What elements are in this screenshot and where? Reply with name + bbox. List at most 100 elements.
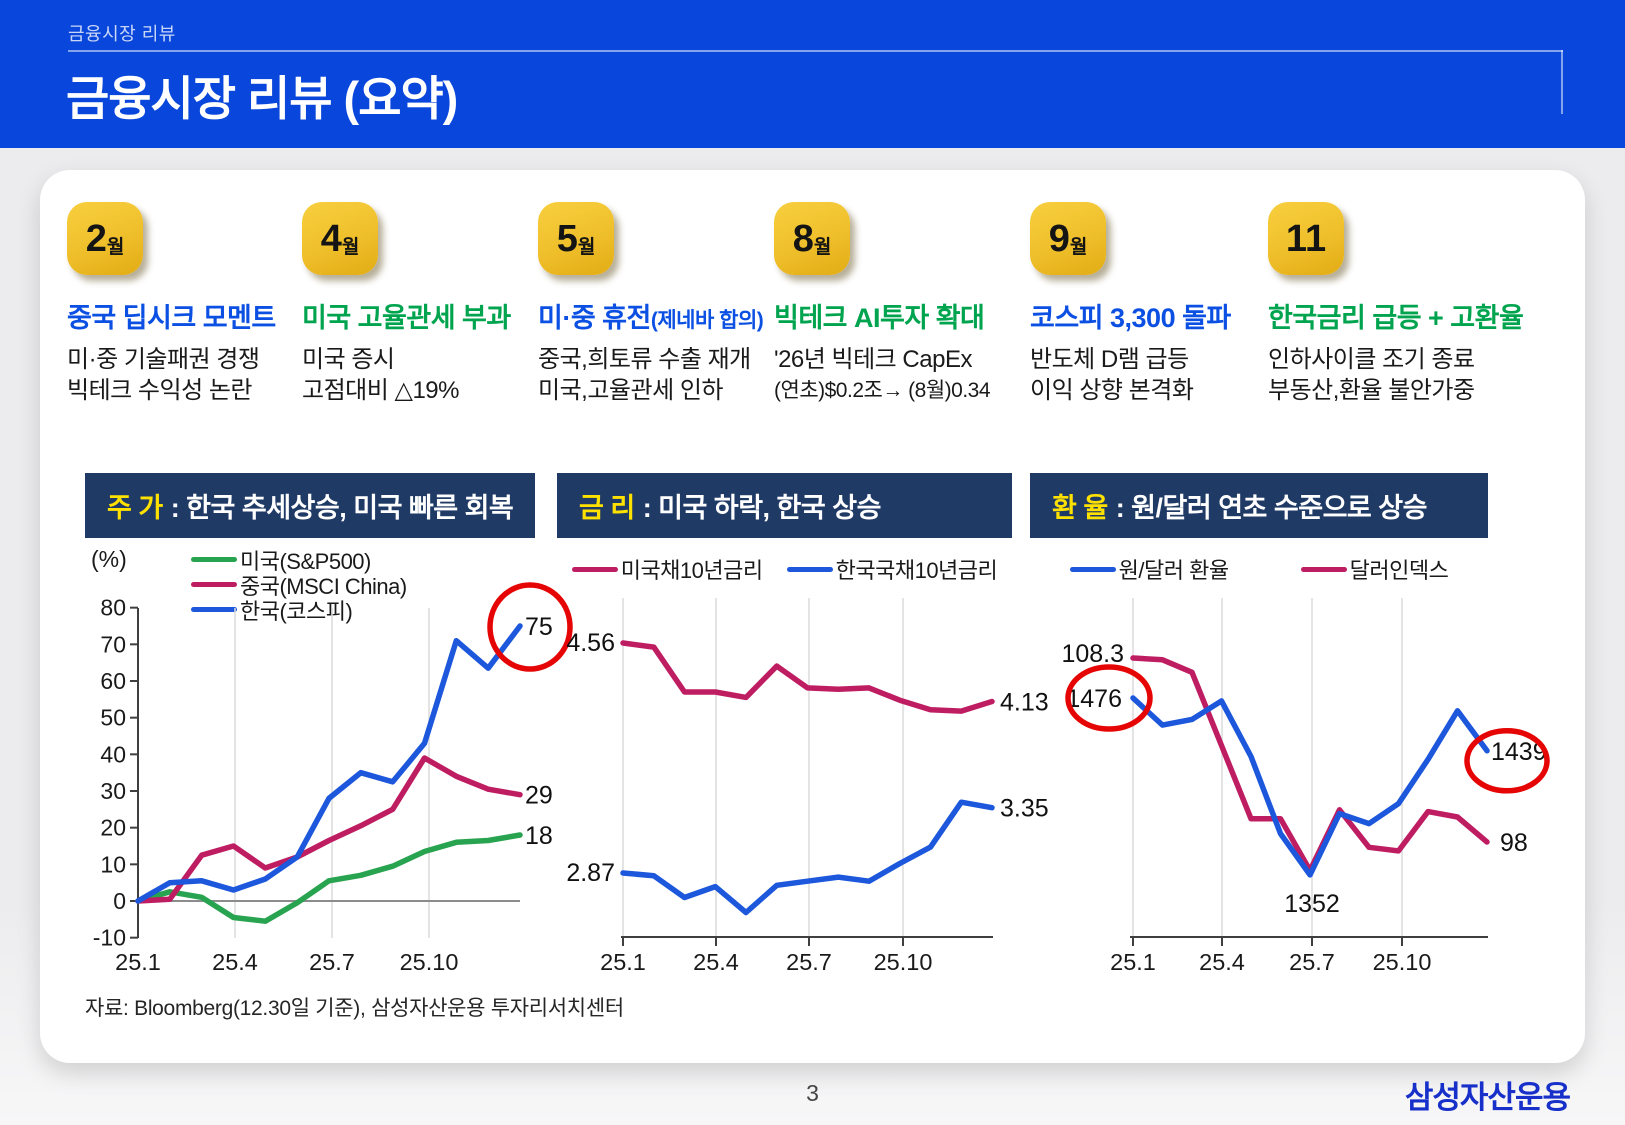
source-note: 자료: Bloomberg(12.30일 기준), 삼성자산운용 투자리서치센터 [85, 997, 624, 1020]
chart-stocks-legend: 미국(S&P500) 중국(MSCI China) 한국(코스피) [191, 547, 407, 624]
header-eyebrow: 금융시장 리뷰 [68, 24, 176, 44]
svg-text:25.4: 25.4 [212, 949, 258, 975]
event-headline: 한국금리 급등 + 고환율 [1268, 303, 1524, 333]
svg-text:30: 30 [100, 778, 126, 804]
legend-swatch-blue [786, 566, 833, 572]
badge-month-suffix: 월 [577, 237, 596, 258]
svg-text:25.10: 25.10 [874, 949, 933, 975]
svg-text:98: 98 [1500, 829, 1528, 857]
chart-fx-title: 환 율 : 원/달러 연초 수준으로 상승 [1030, 473, 1488, 538]
svg-text:25.1: 25.1 [600, 949, 646, 975]
svg-text:25.10: 25.10 [1373, 949, 1432, 975]
event-headline: 코스피 3,300 돌파 [1030, 303, 1231, 333]
svg-text:70: 70 [100, 631, 126, 657]
svg-text:25.10: 25.10 [400, 949, 459, 975]
svg-text:2.87: 2.87 [566, 859, 615, 887]
legend-swatch-blue [191, 607, 237, 612]
badge-number: 11 [1285, 217, 1327, 260]
badge-number: 8 [792, 217, 814, 260]
svg-text:3.35: 3.35 [1000, 795, 1049, 823]
chart-stocks-plot: -10 0 10 20 30 40 50 60 70 80 25.1 25.4 25.7 25.10 18 2… [93, 582, 573, 975]
svg-text:108.3: 108.3 [1061, 640, 1124, 668]
badge-month-suffix: 월 [1069, 237, 1088, 258]
header-vertical-rule [1561, 50, 1563, 114]
svg-text:60: 60 [100, 668, 126, 694]
svg-text:1352: 1352 [1284, 890, 1340, 918]
svg-text:20: 20 [100, 815, 126, 841]
event-description: 중국,희토류 수출 재개 미국,고율관세 인하 [538, 346, 751, 404]
svg-text:18: 18 [525, 822, 553, 850]
svg-text:4.13: 4.13 [1000, 689, 1049, 717]
legend-swatch-blue [1069, 566, 1116, 572]
header-horizontal-rule [68, 50, 1563, 52]
svg-text:25.4: 25.4 [1199, 949, 1245, 975]
slide-header: 금융시장 리뷰 금융시장 리뷰 (요약) [0, 0, 1625, 148]
svg-text:10: 10 [100, 851, 126, 877]
chart-rates-title: 금 리 : 미국 하락, 한국 상승 [557, 473, 1012, 538]
legend-swatch-magenta [191, 582, 237, 587]
legend-swatch-magenta [571, 566, 618, 572]
svg-text:75: 75 [525, 613, 553, 641]
month-badge: 11 [1268, 202, 1344, 275]
svg-text:0: 0 [113, 888, 126, 914]
event-description: 인하사이클 조기 종료 부동산,환율 불안가중 [1268, 346, 1475, 404]
chart-stocks-title: 주 가 : 한국 추세상승, 미국 빠른 회복 [85, 473, 535, 538]
event-headline: 중국 딥시크 모멘트 [67, 303, 276, 333]
badge-number: 5 [556, 217, 578, 260]
page-number: 3 [806, 1080, 819, 1106]
svg-text:-10: -10 [93, 925, 126, 951]
event-headline: 빅테크 AI투자 확대 [774, 303, 985, 333]
svg-text:25.7: 25.7 [786, 949, 832, 975]
y-axis-unit: (%) [91, 546, 127, 572]
svg-text:25.7: 25.7 [1289, 949, 1335, 975]
badge-number: 4 [320, 217, 342, 260]
chart-title-rest: : 한국 추세상승, 미국 빠른 회복 [170, 493, 514, 523]
badge-number: 9 [1048, 217, 1070, 260]
chart-rates: 금 리 : 미국 하락, 한국 상승 미국채10년금리 한국국채10년금리 25… [557, 473, 1049, 985]
chart-rates-legend: 미국채10년금리 한국국채10년금리 [557, 553, 1012, 585]
chart-title-keyword: 주 가 [107, 493, 163, 523]
svg-text:40: 40 [100, 741, 126, 767]
chart-fx: 환 율 : 원/달러 연초 수준으로 상승 원/달러 환율 달러인덱스 25.1… [1030, 473, 1550, 985]
event-description: 미·중 기술패권 경쟁 빅테크 수익성 논란 [67, 346, 260, 404]
chart-stocks: 주 가 : 한국 추세상승, 미국 빠른 회복 (%) 미국(S&P500) 중… [85, 473, 573, 985]
page-title: 금융시장 리뷰 (요약) [66, 72, 458, 125]
company-logo: 삼성자산운용 [1404, 1080, 1571, 1115]
svg-text:4.56: 4.56 [566, 629, 615, 657]
event-headline: 미국 고율관세 부과 [302, 303, 511, 333]
event-description: '26년 빅테크 CapEx (연초)$0.2조→ (8월)0.34 [774, 346, 991, 402]
svg-text:50: 50 [100, 705, 126, 731]
badge-month-suffix: 월 [106, 237, 125, 258]
svg-text:29: 29 [525, 782, 553, 810]
chart-title-keyword: 금 리 [579, 493, 635, 523]
svg-text:1476: 1476 [1066, 685, 1122, 713]
chart-title-rest: : 원/달러 연초 수준으로 상승 [1115, 493, 1428, 523]
svg-text:80: 80 [100, 595, 126, 621]
badge-month-suffix: 월 [813, 237, 832, 258]
chart-title-keyword: 환 율 [1052, 493, 1108, 523]
timeline-item-nov: 11 한국금리 급등 + 고환율 인하사이클 조기 종료 부동산,환율 불안가중 [1268, 202, 1524, 406]
event-headline: 미·중 휴전(제네바 합의) [538, 303, 764, 333]
badge-number: 2 [85, 217, 107, 260]
event-description: 반도체 D램 급등 이익 상향 본격화 [1030, 346, 1194, 404]
svg-text:25.1: 25.1 [1110, 949, 1156, 975]
chart-title-rest: : 미국 하락, 한국 상승 [642, 493, 882, 523]
svg-text:25.4: 25.4 [693, 949, 739, 975]
chart-fx-legend: 원/달러 환율 달러인덱스 [1030, 553, 1488, 585]
chart-rates-plot: 25.1 25.4 25.7 25.10 4.56 2.87 4.13 3.35 [566, 598, 1049, 975]
event-description: 미국 증시 고점대비 △19% [302, 346, 459, 404]
svg-text:25.7: 25.7 [309, 949, 355, 975]
legend-swatch-green [191, 557, 237, 562]
